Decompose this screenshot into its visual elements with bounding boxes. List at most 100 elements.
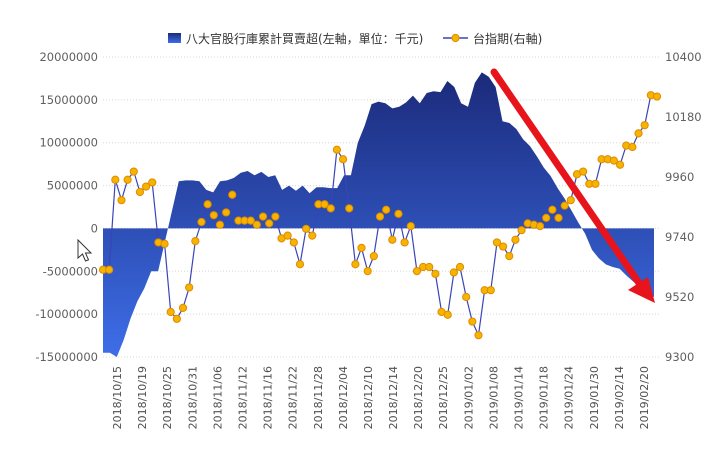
x-axis-tick-label: 2019/01/14 [513, 366, 526, 429]
x-axis-tick-label: 2018/10/15 [111, 366, 124, 429]
taiex-futures-point [357, 243, 366, 253]
taiex-futures-point [468, 317, 477, 326]
x-axis-tick-label: 2018/11/16 [262, 366, 275, 429]
taiex-futures-point [400, 238, 409, 247]
left-axis-tick-label: 10000000 [39, 136, 98, 150]
taiex-futures-point [499, 242, 508, 251]
taiex-futures-point [203, 200, 212, 209]
legend-line-marker [451, 33, 460, 43]
x-axis-tick-label: 2019/02/20 [638, 366, 651, 429]
taiex-futures-point [505, 251, 514, 261]
taiex-futures-point [382, 205, 391, 214]
taiex-futures-point [135, 187, 145, 197]
taiex-futures-point [511, 235, 520, 244]
left-axis-tick-label: 5000000 [47, 179, 98, 193]
left-axis-tick-label: 0 [91, 221, 98, 235]
x-axis-tick-label: 2018/10/25 [161, 366, 174, 429]
taiex-futures-point [579, 167, 588, 176]
taiex-futures-point [129, 167, 138, 176]
x-axis-tick-label: 2018/11/12 [236, 366, 249, 429]
taiex-futures-point [369, 251, 378, 261]
annotation [490, 68, 655, 303]
x-axis-tick-label: 2019/01/18 [538, 366, 551, 429]
legend-area-swatch [168, 33, 181, 43]
right-axis-tick-label: 9740 [665, 230, 694, 244]
x-axis-tick-label: 2019/01/24 [563, 366, 576, 429]
x-axis-tick-label: 2019/01/08 [487, 366, 500, 429]
legend: 八大官股行庫累計買賣超(左軸，單位：千元) 台指期(右軸) [168, 31, 542, 46]
taiex-futures-point [345, 204, 354, 213]
taiex-futures-point [320, 200, 329, 209]
right-axis-tick-label: 10400 [665, 50, 702, 64]
taiex-futures-point [609, 156, 619, 165]
left-axis-tick-label: -5000000 [43, 264, 98, 278]
taiex-futures-point [308, 231, 317, 240]
left-axis: -15000000 -10000000 -5000000 0 5000000 100000… [35, 50, 98, 364]
taiex-futures-point [338, 155, 348, 164]
x-axis-tick-label: 2018/10/31 [186, 366, 199, 429]
legend-line-label: 台指期(右軸) [473, 31, 542, 46]
x-axis-tick-label: 2018/10/19 [136, 366, 149, 429]
taiex-futures-point [105, 265, 114, 274]
taiex-futures-point [542, 213, 551, 223]
left-axis-tick-label: -10000000 [35, 307, 98, 321]
taiex-futures-point [166, 307, 175, 317]
taiex-futures-point [425, 262, 434, 272]
taiex-futures-point [191, 236, 200, 246]
taiex-futures-point [289, 238, 298, 247]
taiex-futures-point [634, 129, 643, 138]
taiex-futures-point [209, 211, 218, 220]
taiex-futures-point [535, 221, 545, 231]
taiex-futures-point [412, 266, 422, 276]
taiex-futures-point [178, 303, 188, 313]
taiex-futures-point [283, 231, 292, 240]
x-axis-tick-label: 2019/01/02 [462, 366, 475, 429]
taiex-futures-point [265, 219, 274, 228]
taiex-futures-point [228, 190, 237, 199]
taiex-futures-point [615, 160, 625, 169]
taiex-futures-point [652, 92, 662, 101]
taiex-futures-point [566, 196, 575, 205]
x-axis-tick-label: 2018/12/20 [412, 366, 425, 429]
taiex-futures-point [492, 238, 502, 247]
taiex-futures-point [394, 209, 403, 218]
line-markers [98, 91, 662, 340]
taiex-futures-point [486, 286, 495, 295]
taiex-futures-point [406, 221, 415, 231]
x-axis-tick-label: 2018/11/28 [312, 366, 325, 429]
right-axis-tick-label: 10180 [665, 110, 702, 124]
taiex-futures-point [326, 204, 335, 213]
x-axis-tick-label: 2018/12/25 [437, 366, 450, 429]
taiex-futures-point [246, 216, 255, 225]
taiex-futures-point [548, 205, 557, 214]
taiex-futures-point [332, 145, 342, 154]
x-axis-tick-label: 2018/12/10 [362, 366, 375, 429]
right-axis-tick-label: 9960 [665, 170, 694, 184]
legend-area-label: 八大官股行庫累計買賣超(左軸，單位：千元) [186, 31, 423, 46]
taiex-futures-point [295, 260, 305, 269]
taiex-futures-point [302, 224, 311, 233]
taiex-futures-point [215, 220, 225, 229]
taiex-futures-point [258, 212, 268, 221]
taiex-futures-point [443, 310, 452, 319]
left-axis-tick-label: 15000000 [39, 93, 98, 107]
taiex-futures-point [455, 262, 465, 272]
taiex-futures-point [271, 212, 280, 221]
taiex-futures-point [554, 213, 563, 223]
red-arrow-shaft [490, 68, 645, 290]
taiex-futures-point [222, 208, 231, 217]
taiex-futures-point [123, 175, 132, 184]
taiex-futures-point [111, 175, 120, 184]
right-axis: 9300 9520 9740 9960 10180 10400 [665, 50, 702, 364]
red-arrow-head [628, 277, 655, 303]
taiex-futures-point [517, 226, 526, 235]
taiex-futures-point [388, 235, 397, 244]
taiex-futures-point [591, 179, 600, 188]
taiex-futures-point [148, 178, 157, 187]
x-axis-tick-label: 2019/01/30 [588, 366, 601, 429]
taiex-futures-point [628, 142, 637, 152]
x-axis-tick-label: 2018/12/04 [337, 366, 350, 429]
x-axis-tick-label: 2018/11/06 [211, 366, 224, 429]
taiex-futures-point [449, 268, 458, 277]
taiex-futures-point [141, 182, 151, 191]
